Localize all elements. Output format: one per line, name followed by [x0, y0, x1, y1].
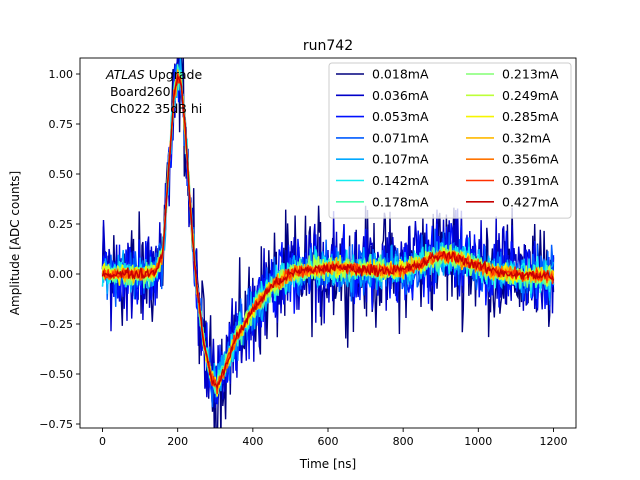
y-tick-label: −0.75	[39, 418, 73, 431]
y-tick-label: 0.75	[49, 118, 74, 131]
y-axis-label: Amplitude [ADC counts]	[8, 171, 22, 315]
x-tick-label: 800	[393, 435, 414, 448]
chart-title: run742	[303, 38, 353, 54]
annotation-line-2: Board260	[106, 84, 171, 99]
legend-label: 0.178mA	[372, 194, 429, 209]
y-tick-label: 1.00	[49, 68, 74, 81]
legend-label: 0.391mA	[502, 173, 559, 188]
legend-label: 0.285mA	[502, 109, 559, 124]
x-tick-label: 200	[167, 435, 188, 448]
legend-label: 0.249mA	[502, 88, 559, 103]
x-axis-label: Time [ns]	[299, 457, 356, 471]
annotation: ATLAS Upgrade Board260 Ch022 35dB hi	[105, 67, 202, 116]
series-line	[101, 74, 555, 390]
legend-box	[328, 62, 572, 219]
annotation-upgrade: Upgrade	[145, 67, 203, 82]
axes: 0 200 400 600 800 1000 1200 −0.75 −0.50 −0.25 0.00…	[39, 57, 577, 448]
y-tick-label: −0.25	[39, 318, 73, 331]
y-tick-label: 0.00	[49, 268, 74, 281]
x-tick-label: 1000	[464, 435, 492, 448]
legend-label: 0.018mA	[372, 67, 429, 82]
y-tick-label: 0.25	[49, 218, 74, 231]
legend: 0.018mA 0.036mA 0.053mA 0.071mA 0.107mA 0.142…	[328, 62, 572, 219]
annotation-line-1: ATLAS Upgrade	[105, 67, 202, 82]
y-tick-label: −0.50	[39, 368, 73, 381]
legend-label: 0.427mA	[502, 194, 559, 209]
legend-label: 0.213mA	[502, 67, 559, 82]
legend-label: 0.107mA	[372, 152, 429, 167]
x-tick-label: 0	[99, 435, 106, 448]
annotation-italic: ATLAS	[105, 67, 145, 82]
x-tick-label: 1200	[539, 435, 567, 448]
legend-label: 0.356mA	[502, 152, 559, 167]
x-tick-label: 400	[242, 435, 263, 448]
x-tick-label: 600	[318, 435, 339, 448]
legend-label: 0.036mA	[372, 88, 429, 103]
legend-label: 0.32mA	[502, 130, 551, 145]
legend-label: 0.142mA	[372, 173, 429, 188]
series-lines	[101, 58, 555, 428]
y-tick-label: 0.50	[49, 168, 74, 181]
annotation-line-3: Ch022 35dB hi	[106, 101, 202, 116]
legend-label: 0.053mA	[372, 109, 429, 124]
legend-label: 0.071mA	[372, 130, 429, 145]
